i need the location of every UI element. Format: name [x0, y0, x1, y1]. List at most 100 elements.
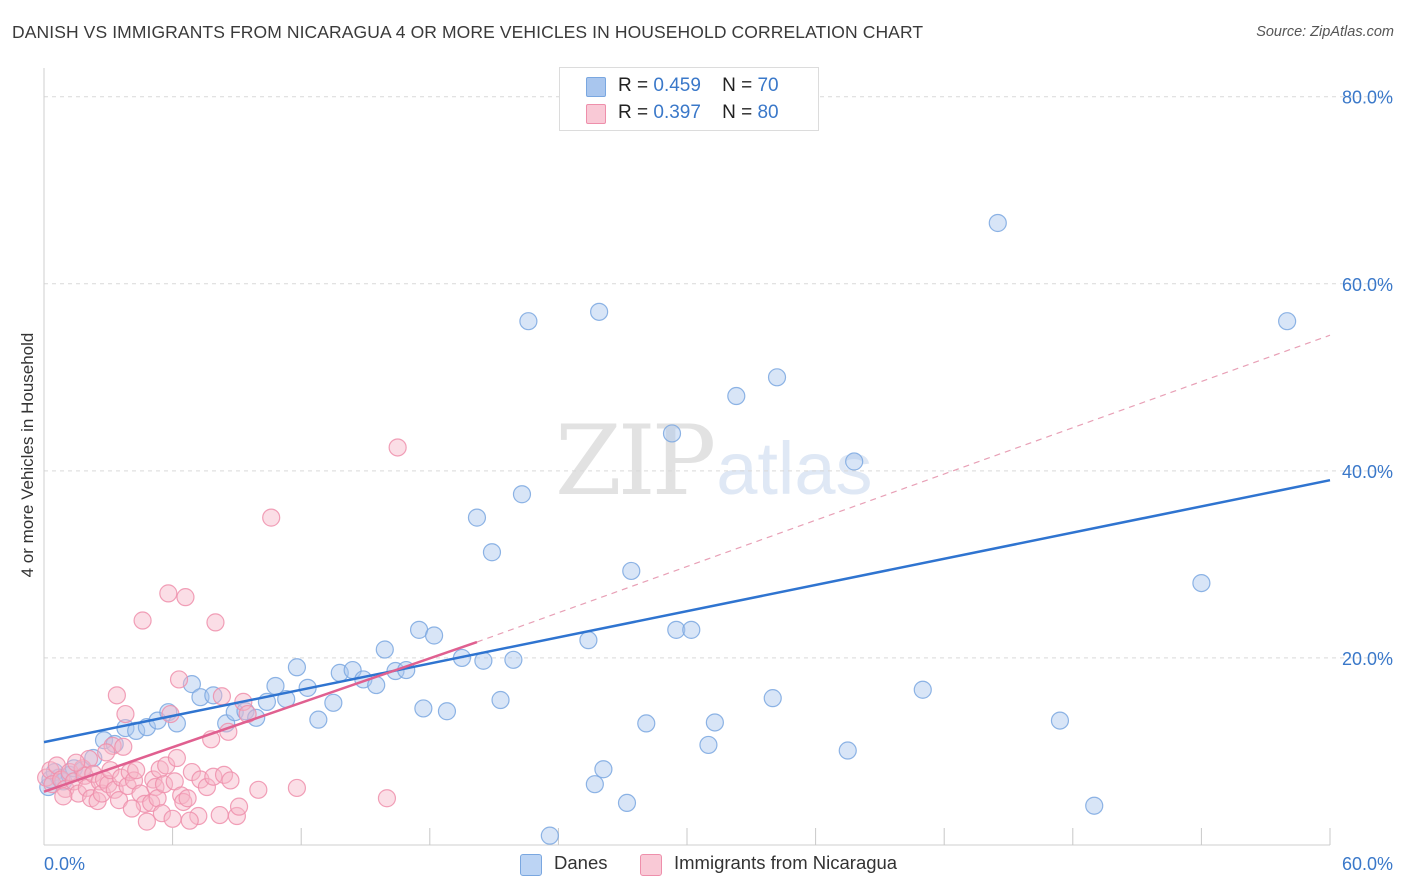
danes-point — [424, 626, 444, 645]
nicaragua-point — [107, 686, 126, 705]
legend-n-value-nicaragua: 80 — [757, 102, 779, 123]
nicaragua-point — [116, 704, 135, 724]
danes-point — [491, 690, 510, 710]
nicaragua-point — [120, 762, 139, 782]
nicaragua-point — [144, 770, 163, 789]
nicaragua-point — [67, 753, 86, 772]
legend-r-value-nicaragua: 0.397 — [653, 102, 701, 123]
danes-point — [467, 508, 487, 527]
legend-swatch-nicaragua — [640, 854, 662, 876]
nicaragua-point — [152, 804, 171, 823]
danes-point — [682, 620, 701, 639]
legend-r-label: R = — [618, 102, 649, 123]
source-credit: Source: ZipAtlas.com — [1256, 24, 1394, 40]
nicaragua-point — [169, 670, 189, 689]
nicaragua-point — [180, 811, 199, 830]
danes-point — [594, 760, 613, 779]
nicaragua-point — [212, 687, 231, 706]
y-tick-label: 40.0% — [1342, 462, 1393, 482]
danes-point — [767, 368, 787, 387]
danes-point — [287, 658, 307, 677]
nicaragua-point — [167, 748, 186, 768]
danes-point — [838, 741, 857, 760]
y-tick-label: 60.0% — [1342, 275, 1393, 295]
correlation-legend: R = 0.459 N = 70 R = 0.397 N = 80 — [559, 67, 819, 131]
danes-point — [1192, 573, 1211, 593]
nicaragua-point — [133, 611, 152, 630]
legend-label-nicaragua: Immigrants from Nicaragua — [674, 852, 898, 873]
y-axis-label: 4 or more Vehicles in Household — [18, 332, 37, 578]
danes-point — [705, 713, 724, 732]
nicaragua-point — [178, 789, 197, 808]
nicaragua-point — [189, 806, 208, 826]
nicaragua-point — [176, 588, 195, 607]
nicaragua-point — [197, 777, 216, 797]
legend-n-value-danes: 70 — [757, 75, 779, 96]
nicaragua-point — [127, 761, 146, 780]
nicaragua-trend-line-extension — [476, 334, 1331, 643]
danes-point — [540, 826, 559, 845]
nicaragua-point — [154, 775, 174, 794]
legend-swatch-nicaragua — [586, 104, 606, 124]
nicaragua-point — [249, 780, 268, 799]
danes-point — [504, 650, 523, 669]
nicaragua-point — [229, 797, 249, 816]
y-tick-label: 80.0% — [1342, 88, 1393, 108]
nicaragua-point — [157, 756, 176, 775]
danes-point — [482, 543, 502, 562]
danes-point — [1050, 711, 1070, 730]
legend-label-danes: Danes — [554, 852, 608, 873]
danes-point — [324, 693, 343, 712]
chart-title: DANISH VS IMMIGRANTS FROM NICARAGUA 4 OR… — [12, 22, 924, 42]
danes-point — [309, 710, 328, 729]
danes-point — [414, 699, 433, 718]
nicaragua-point — [122, 799, 141, 818]
legend-swatch-danes — [586, 77, 606, 97]
nicaragua-point — [97, 743, 116, 762]
nicaragua-point — [137, 812, 156, 831]
nicaragua-point — [221, 771, 240, 790]
danes-point — [437, 702, 457, 721]
nicaragua-point — [206, 613, 225, 632]
danes-point — [667, 620, 686, 639]
nicaragua-trend-line — [43, 640, 478, 793]
legend-r-value-danes: 0.459 — [653, 75, 701, 96]
danes-point — [1085, 796, 1104, 815]
danes-trend-line — [43, 478, 1331, 744]
nicaragua-point — [109, 791, 129, 810]
danes-point — [763, 689, 782, 708]
danes-point — [590, 302, 609, 321]
nicaragua-point — [101, 761, 120, 780]
danes-point — [662, 424, 682, 443]
danes-point — [579, 631, 598, 650]
danes-point — [637, 714, 656, 733]
danes-point — [519, 312, 538, 331]
danes-point — [375, 640, 394, 659]
nicaragua-point — [210, 805, 229, 825]
legend-r-label: R = — [618, 75, 649, 96]
nicaragua-point — [388, 438, 407, 457]
danes-point — [845, 452, 864, 471]
nicaragua-point — [114, 737, 133, 756]
x-tick-label: 60.0% — [1342, 854, 1393, 874]
nicaragua-point — [159, 584, 178, 603]
x-tick-label: 0.0% — [44, 854, 85, 874]
danes-point — [988, 213, 1007, 233]
legend-n-label: N = — [722, 102, 753, 123]
nicaragua-point — [54, 787, 73, 806]
legend-swatch-danes — [520, 854, 542, 876]
legend-n-label: N = — [722, 75, 753, 96]
nicaragua-point — [163, 809, 182, 828]
y-tick-label: 20.0% — [1342, 649, 1393, 669]
danes-point — [727, 386, 746, 406]
danes-point — [512, 485, 532, 504]
danes-point — [585, 775, 604, 794]
danes-point — [1278, 312, 1297, 331]
danes-point — [913, 680, 932, 699]
danes-point — [617, 793, 637, 813]
nicaragua-point — [262, 508, 281, 527]
danes-point — [622, 561, 641, 581]
nicaragua-point — [287, 778, 307, 798]
danes-point — [699, 735, 718, 755]
